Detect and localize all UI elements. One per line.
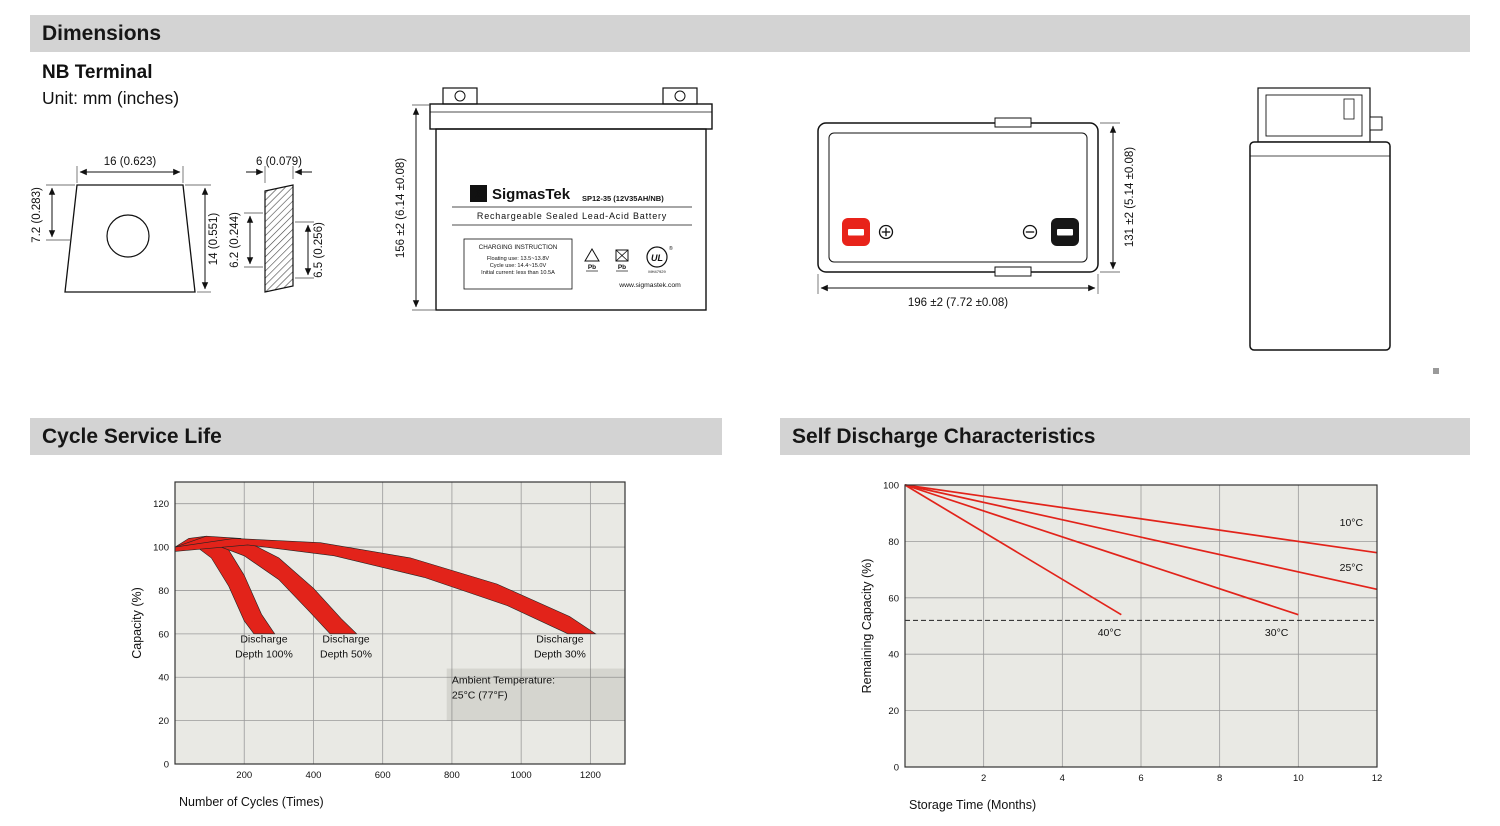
terminal-side-view: 6 (0.079) 6.2 (0.244) 6.5 (0.256) — [229, 156, 325, 293]
recycle-icon — [584, 248, 600, 262]
svg-text:12: 12 — [1372, 773, 1383, 784]
battery-top-view: 196 ±2 (7.72 ±0.08) 131 ±2 (5.14 ±0.08) — [817, 117, 1136, 309]
dimensions-section-header: Dimensions — [30, 15, 1470, 52]
svg-text:8: 8 — [1217, 773, 1222, 784]
terminal-upper-height-label: 7.2 (0.283) — [31, 187, 43, 243]
battery-type-label: Rechargeable Sealed Lead-Acid Battery — [477, 211, 667, 221]
terminal-side-outer-label: 6.5 (0.256) — [313, 222, 325, 278]
svg-text:80: 80 — [158, 586, 169, 597]
terminal-front-view: 16 (0.623) 7.2 (0.283) 14 (0.551) — [31, 156, 220, 293]
svg-text:80: 80 — [888, 537, 899, 548]
svg-text:10: 10 — [1293, 773, 1304, 784]
no-trash-icon — [615, 249, 629, 262]
self-discharge-label: Self Discharge Characteristics — [792, 424, 1096, 448]
dimensions-header-label: Dimensions — [42, 21, 162, 45]
battery-depth-dim-label: 131 ±2 (5.14 ±0.08) — [1124, 147, 1136, 247]
unit-label: Unit: mm (inches) — [42, 88, 180, 108]
sigma-logo-icon: Σ — [475, 187, 482, 201]
nb-terminal-title: NB Terminal — [42, 62, 153, 83]
website-label: www.sigmastek.com — [618, 282, 681, 289]
svg-text:Remaining Capacity (%): Remaining Capacity (%) — [860, 559, 874, 694]
svg-text:Ambient Temperature:: Ambient Temperature: — [452, 675, 555, 687]
ul-mark-icon — [646, 246, 668, 268]
cycle-service-life-label: Cycle Service Life — [42, 424, 222, 448]
ul-label: UL — [651, 253, 663, 263]
terminal-side-inner-label: 6.2 (0.244) — [229, 212, 241, 268]
terminal-width-label: 16 (0.623) — [104, 156, 157, 168]
terminal-height-label: 14 (0.551) — [208, 213, 220, 266]
charging-line-1: Floating use: 13.5~13.8V — [487, 256, 550, 262]
handle-notch-top — [994, 117, 1032, 128]
svg-text:40: 40 — [158, 673, 169, 684]
svg-text:120: 120 — [153, 499, 169, 510]
model-label: SP12-35 (12V35AH/NB) — [582, 194, 664, 203]
svg-text:2: 2 — [981, 773, 986, 784]
cycle-service-life-section-header: Cycle Service Life — [30, 418, 722, 455]
svg-text:600: 600 — [375, 770, 391, 781]
self-discharge-section-header: Self Discharge Characteristics — [780, 418, 1470, 455]
svg-text:40: 40 — [888, 650, 899, 661]
svg-text:Discharge: Discharge — [536, 634, 583, 646]
svg-text:6: 6 — [1138, 773, 1143, 784]
charging-line-3: Initial current: less than 10.5A — [481, 270, 555, 276]
svg-text:1000: 1000 — [511, 770, 532, 781]
battery-height-dim-label: 156 ±2 (6.14 ±0.08) — [395, 158, 407, 258]
svg-text:Depth 100%: Depth 100% — [235, 649, 293, 661]
svg-text:400: 400 — [306, 770, 322, 781]
terminal-side-width-label: 6 (0.079) — [256, 156, 302, 168]
battery-side-view — [1249, 87, 1391, 351]
ul-registered-mark: ® — [669, 245, 673, 252]
svg-text:Number of Cycles (Times): Number of Cycles (Times) — [179, 795, 324, 809]
svg-text:25°C: 25°C — [1340, 562, 1364, 574]
svg-text:60: 60 — [158, 629, 169, 640]
svg-text:10°C: 10°C — [1340, 517, 1364, 529]
svg-text:Discharge: Discharge — [240, 634, 287, 646]
svg-text:0: 0 — [164, 760, 169, 771]
svg-text:4: 4 — [1060, 773, 1065, 784]
svg-text:100: 100 — [153, 543, 169, 554]
cycle-service-life-chart: Discharge Depth 100% Discharge Depth 50% Dis… — [130, 481, 626, 809]
page-marker-dot — [1433, 368, 1439, 374]
dimension-drawings: 16 (0.623) 7.2 (0.283) 14 (0.551) 6 (0.0… — [31, 87, 1439, 374]
charging-line-2: Cycle use: 14.4~15.0V — [490, 263, 547, 269]
svg-text:20: 20 — [158, 716, 169, 727]
svg-text:Discharge: Discharge — [322, 634, 369, 646]
svg-text:200: 200 — [236, 770, 252, 781]
self-discharge-chart: 10°C 25°C 30°C 40°C 2 4 6 8 10 12 0 20 40 60 80 100 Stor… — [860, 481, 1383, 813]
battery-width-dim-label: 196 ±2 (7.72 ±0.08) — [908, 297, 1008, 309]
svg-text:25°C (77°F): 25°C (77°F) — [452, 690, 508, 702]
svg-text:0: 0 — [894, 763, 899, 774]
svg-text:800: 800 — [444, 770, 460, 781]
svg-text:Storage Time (Months): Storage Time (Months) — [909, 798, 1036, 812]
handle-notch-bottom — [994, 266, 1032, 277]
svg-text:100: 100 — [883, 481, 899, 492]
plus-symbol-icon — [878, 224, 894, 240]
brand-label: SigmasTek — [492, 186, 571, 203]
minus-symbol-icon — [1022, 224, 1038, 240]
pb-label-1: Pb — [588, 264, 596, 271]
svg-text:Depth 30%: Depth 30% — [534, 649, 586, 661]
svg-text:60: 60 — [888, 593, 899, 604]
charging-instruction-title: CHARGING INSTRUCTION — [479, 244, 558, 251]
svg-text:Capacity (%): Capacity (%) — [130, 587, 144, 659]
svg-text:1200: 1200 — [580, 770, 601, 781]
svg-text:30°C: 30°C — [1265, 627, 1289, 639]
svg-text:Depth 50%: Depth 50% — [320, 649, 372, 661]
pb-label-2: Pb — [618, 264, 626, 271]
svg-text:20: 20 — [888, 706, 899, 717]
svg-text:40°C: 40°C — [1098, 627, 1122, 639]
ul-code-label: MH47929 — [648, 269, 666, 274]
battery-front-view: Σ SigmasTek SP12-35 (12V35AH/NB) Recharg… — [395, 87, 713, 311]
